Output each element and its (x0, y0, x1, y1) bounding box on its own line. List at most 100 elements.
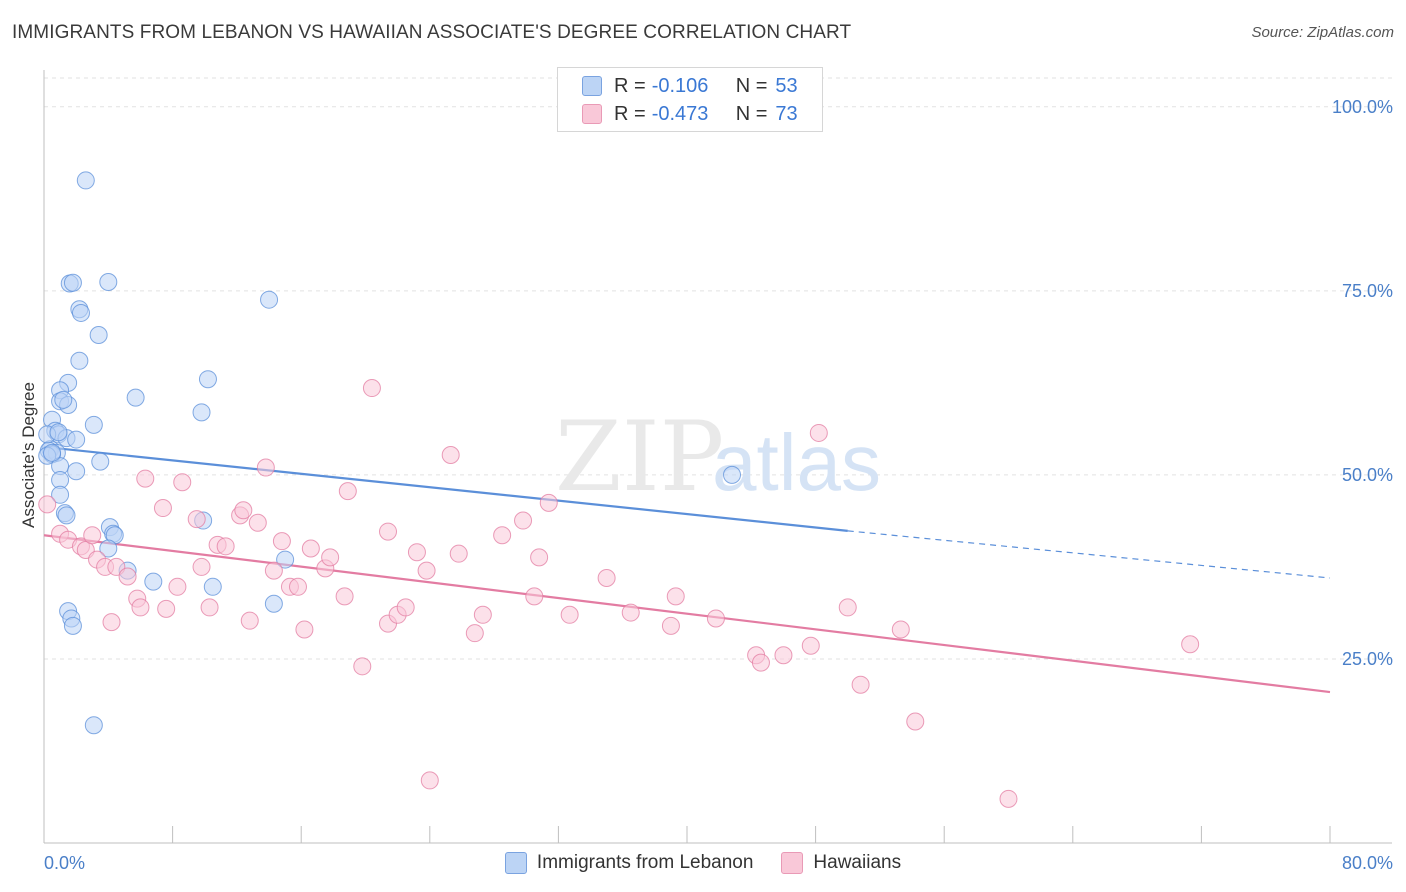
point-lebanon (43, 443, 62, 462)
point-hawaiians (1181, 635, 1200, 654)
point-hawaiians (514, 511, 533, 530)
point-lebanon (57, 506, 76, 525)
point-lebanon (84, 415, 103, 434)
point-lebanon (54, 390, 73, 409)
trend-line-lebanon-extension (847, 530, 1331, 579)
chart-title: IMMIGRANTS FROM LEBANON VS HAWAIIAN ASSO… (12, 22, 852, 43)
point-hawaiians (118, 567, 137, 586)
n-value: 73 (775, 102, 798, 125)
grid-lines (44, 77, 1392, 660)
y-tick-label: 50.0% (1342, 465, 1393, 485)
n-label: N = (735, 102, 768, 125)
trend-line-hawaiians (43, 534, 1331, 694)
y-axis-label: Associate's Degree (19, 382, 38, 528)
point-hawaiians (102, 613, 121, 632)
point-hawaiians (288, 577, 307, 596)
point-lebanon (126, 388, 145, 407)
point-lebanon (63, 616, 82, 635)
point-lebanon (276, 550, 295, 569)
watermark-atlas: atlas (712, 418, 881, 507)
n-label: N = (735, 74, 768, 97)
point-hawaiians (539, 493, 558, 512)
point-hawaiians (465, 624, 484, 643)
x-tick-label: 0.0% (44, 853, 85, 873)
point-hawaiians (473, 605, 492, 624)
legend-swatch-pink (781, 852, 804, 874)
y-tick-label: 25.0% (1342, 649, 1393, 669)
point-hawaiians (706, 609, 725, 628)
point-hawaiians (441, 446, 460, 465)
point-hawaiians (240, 611, 259, 630)
point-hawaiians (666, 587, 685, 606)
point-hawaiians (838, 598, 857, 617)
legend-item-hawaiians: Hawaiians (781, 852, 901, 874)
point-lebanon (76, 171, 95, 190)
watermark-zip: ZIP (555, 401, 724, 513)
point-hawaiians (173, 473, 192, 492)
point-hawaiians (560, 605, 579, 624)
point-lebanon (63, 273, 82, 292)
point-hawaiians (353, 657, 372, 676)
point-hawaiians (301, 539, 320, 558)
legend-swatch-blue (504, 852, 527, 874)
point-lebanon (70, 351, 89, 370)
point-hawaiians (774, 646, 793, 665)
y-tick-label: 75.0% (1342, 281, 1393, 301)
point-lebanon (264, 594, 283, 613)
point-lebanon (260, 290, 279, 309)
point-lebanon (89, 326, 108, 345)
legend-label: Hawaiians (813, 852, 902, 873)
point-hawaiians (200, 598, 219, 617)
point-hawaiians (621, 603, 640, 622)
point-lebanon (91, 452, 110, 471)
point-hawaiians (272, 532, 291, 551)
source-credit: Source: ZipAtlas.com (1251, 24, 1394, 41)
point-lebanon (67, 430, 86, 449)
point-hawaiians (493, 526, 512, 545)
point-hawaiians (256, 458, 275, 477)
y-tick-label: 100.0% (1332, 97, 1393, 117)
point-lebanon (144, 572, 163, 591)
point-hawaiians (335, 587, 354, 606)
n-value: 53 (775, 74, 798, 97)
stats-legend: R = -0.106 N = 53 R = -0.473 N = 73 (557, 67, 823, 132)
point-hawaiians (321, 548, 340, 567)
data-points (38, 171, 1200, 808)
point-lebanon (192, 403, 211, 422)
point-hawaiians (597, 568, 616, 587)
point-hawaiians (751, 653, 770, 672)
legend-swatch-blue (582, 76, 602, 96)
trend-line-lebanon (43, 445, 848, 532)
point-lebanon (99, 539, 118, 558)
point-hawaiians (264, 561, 283, 580)
point-hawaiians (136, 469, 155, 488)
point-hawaiians (157, 599, 176, 618)
legend-row-hawaiians: R = -0.473 N = 73 (582, 101, 798, 127)
point-hawaiians (801, 636, 820, 655)
point-hawaiians (234, 501, 253, 520)
point-hawaiians (417, 561, 436, 580)
point-lebanon (49, 423, 68, 442)
point-hawaiians (192, 557, 211, 576)
point-hawaiians (168, 577, 187, 596)
point-hawaiians (891, 620, 910, 639)
point-lebanon (203, 577, 222, 596)
point-lebanon (71, 303, 90, 322)
point-hawaiians (999, 789, 1018, 808)
point-hawaiians (407, 543, 426, 562)
point-hawaiians (420, 771, 439, 790)
point-hawaiians (396, 598, 415, 617)
point-lebanon (198, 370, 217, 389)
legend-row-lebanon: R = -0.106 N = 53 (582, 73, 798, 99)
point-hawaiians (661, 616, 680, 635)
point-hawaiians (83, 526, 102, 545)
point-hawaiians (530, 548, 549, 567)
legend-item-lebanon: Immigrants from Lebanon (504, 852, 754, 874)
point-hawaiians (379, 522, 398, 541)
point-hawaiians (338, 482, 357, 501)
point-hawaiians (449, 544, 468, 563)
legend-label: Immigrants from Lebanon (536, 852, 754, 873)
r-label: R = (614, 102, 646, 125)
tick-labels: 25.0% 50.0% 75.0% 100.0% 0.0% 80.0% (44, 97, 1393, 873)
